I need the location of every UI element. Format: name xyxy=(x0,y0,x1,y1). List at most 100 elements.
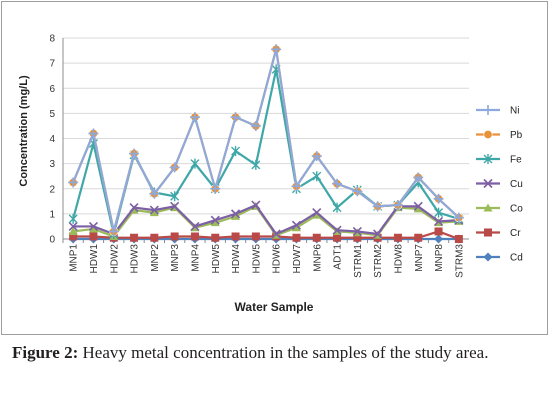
x-tick-label: STRM1 xyxy=(353,244,364,278)
data-point xyxy=(210,215,220,225)
x-axis-title: Water Sample xyxy=(235,300,314,314)
y-tick-label: 0 xyxy=(49,235,55,246)
x-tick-label: HDW6 xyxy=(272,244,283,274)
data-point xyxy=(250,120,261,131)
x-tick-label: HDW8 xyxy=(393,244,404,274)
data-point xyxy=(332,225,342,235)
data-point xyxy=(291,181,302,192)
y-tick-label: 7 xyxy=(49,59,55,70)
data-point xyxy=(333,233,342,242)
data-point xyxy=(149,208,159,217)
data-point xyxy=(230,112,241,123)
data-point xyxy=(130,233,139,242)
y-tick-label: 6 xyxy=(49,84,55,95)
data-point xyxy=(88,221,99,232)
data-point xyxy=(129,148,140,159)
data-point xyxy=(169,162,180,173)
data-point xyxy=(231,211,241,220)
legend-entry-fe: Fe xyxy=(476,154,522,166)
data-point xyxy=(150,233,159,242)
data-point xyxy=(433,193,444,204)
legend-marker xyxy=(483,178,493,189)
data-point xyxy=(251,159,261,170)
data-point xyxy=(312,208,322,218)
series-ni xyxy=(68,44,464,237)
data-point xyxy=(291,223,301,232)
data-point xyxy=(352,226,362,237)
data-point xyxy=(231,232,240,241)
legend-marker xyxy=(483,154,493,164)
x-tick-label: MNP4 xyxy=(190,244,201,272)
data-point xyxy=(88,224,98,233)
data-point xyxy=(372,201,383,212)
data-point xyxy=(68,226,78,235)
data-point xyxy=(211,233,220,242)
data-point xyxy=(352,186,363,197)
data-point xyxy=(68,177,79,188)
data-point xyxy=(373,229,383,239)
data-point xyxy=(291,220,302,230)
x-tick-label: HDW5 xyxy=(211,244,222,274)
y-tick-label: 2 xyxy=(49,184,55,195)
data-point xyxy=(434,227,443,236)
legend-entry-co: Co xyxy=(476,203,523,215)
data-point xyxy=(189,112,200,123)
x-tick-label: MNP6 xyxy=(312,244,323,272)
data-point xyxy=(69,232,78,241)
legend-label: Pb xyxy=(510,130,523,141)
legend-marker xyxy=(483,130,493,140)
data-point xyxy=(332,202,342,213)
y-tick-labels: 0 1 2 3 4 5 6 7 8 xyxy=(49,34,55,246)
data-point xyxy=(210,183,221,194)
x-tick-label: HDW2 xyxy=(109,244,120,274)
data-point xyxy=(433,216,444,226)
data-point xyxy=(453,212,464,223)
legend-label: Co xyxy=(510,204,523,215)
data-point xyxy=(88,128,99,139)
data-point xyxy=(434,207,444,218)
legend-entry-ni: Ni xyxy=(476,105,519,117)
data-point xyxy=(353,233,362,242)
data-point xyxy=(413,201,423,211)
x-tick-label: HDW1 xyxy=(89,244,100,274)
x-tick-label: HDW5 xyxy=(251,244,262,274)
data-point xyxy=(231,146,241,157)
legend-label: Cd xyxy=(510,253,523,264)
data-point xyxy=(312,233,321,242)
data-point xyxy=(170,232,179,241)
x-tick-label: MNP3 xyxy=(170,244,181,272)
caption-label: Figure 2: xyxy=(12,343,79,362)
data-point xyxy=(108,226,119,237)
legend-label: Fe xyxy=(510,155,522,166)
x-tick-label: STRM2 xyxy=(373,244,384,278)
y-axis-title: Concentration (mg/L) xyxy=(18,75,30,187)
data-point xyxy=(413,204,423,213)
series-cu xyxy=(68,200,464,239)
y-tick-label: 1 xyxy=(49,209,55,220)
legend-label: Cr xyxy=(510,228,521,239)
data-point xyxy=(251,200,261,210)
series-line xyxy=(73,203,459,236)
legend: Ni Pb Fe Cu Co Cr Cd xyxy=(476,105,523,264)
data-point xyxy=(129,203,139,213)
legend-marker xyxy=(483,105,493,115)
data-point xyxy=(393,233,402,242)
data-point xyxy=(312,171,322,182)
data-point xyxy=(230,209,241,219)
series-lines xyxy=(68,44,464,244)
data-point xyxy=(210,218,220,227)
y-tick-label: 4 xyxy=(49,134,55,145)
x-tick-label: MNP1 xyxy=(69,244,80,272)
data-point xyxy=(170,201,180,211)
data-point xyxy=(271,229,281,239)
x-tick-labels: MNP1 HDW1 HDW2 HDW3 MNP2 MNP3 MNP4 HDW5 HDW4 HDW5… xyxy=(69,244,466,278)
data-point xyxy=(251,232,260,241)
y-tick-label: 5 xyxy=(49,109,55,120)
legend-entry-cr: Cr xyxy=(476,228,521,239)
x-tick-label: ADT1 xyxy=(333,244,344,270)
x-tick-label: HDW4 xyxy=(231,244,242,274)
gridlines xyxy=(62,37,469,243)
data-point xyxy=(68,213,78,224)
x-tick-label: HDW3 xyxy=(130,244,141,274)
data-point xyxy=(149,188,160,199)
